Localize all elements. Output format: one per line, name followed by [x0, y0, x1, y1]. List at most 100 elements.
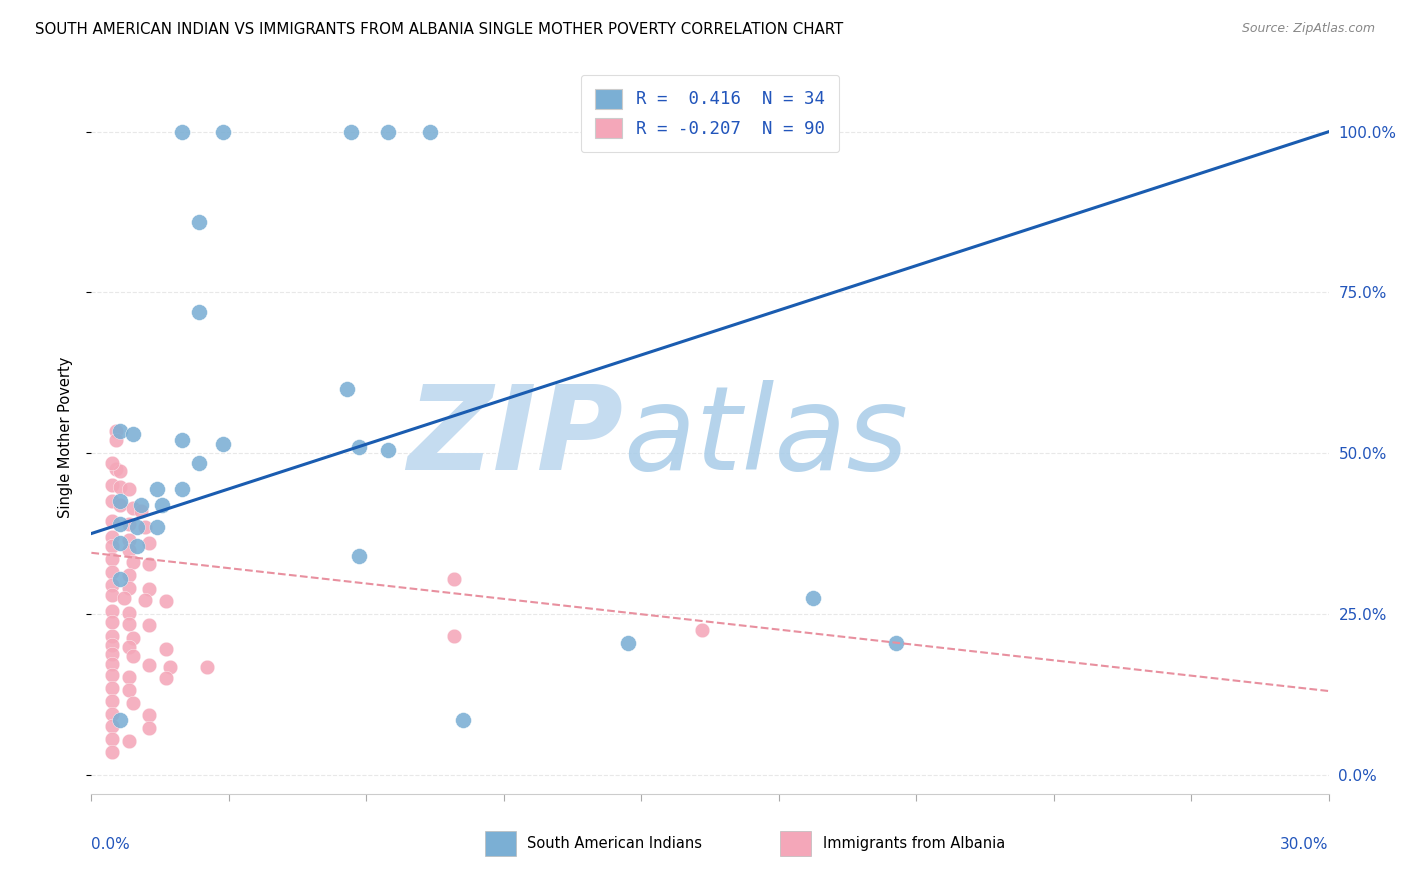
Point: [125, 520, 148, 534]
Point: [134, 592, 156, 607]
Point: [117, 734, 139, 748]
Point: [101, 732, 124, 747]
Point: [138, 618, 160, 632]
Point: [101, 638, 124, 652]
Point: [101, 647, 124, 661]
Point: [690, 623, 713, 637]
Point: [349, 440, 371, 454]
Point: [117, 581, 139, 595]
Point: [138, 557, 160, 571]
Point: [101, 657, 124, 671]
Point: [159, 659, 181, 673]
Point: [101, 540, 124, 554]
Point: [121, 426, 143, 441]
Point: [134, 520, 156, 534]
Point: [110, 536, 132, 550]
Point: [101, 693, 124, 707]
Point: [377, 125, 399, 139]
Point: [101, 456, 124, 470]
Point: [443, 572, 465, 586]
Point: [129, 504, 152, 518]
Point: [129, 498, 152, 512]
Point: [138, 708, 160, 723]
Point: [117, 682, 139, 697]
Point: [212, 436, 235, 450]
Point: [616, 636, 638, 650]
Point: [101, 578, 124, 592]
Point: [340, 125, 363, 139]
Point: [101, 745, 124, 759]
Point: [155, 594, 177, 608]
Point: [117, 616, 139, 631]
Point: [101, 478, 124, 492]
Point: [101, 719, 124, 733]
Point: [121, 500, 143, 515]
Text: atlas: atlas: [623, 380, 908, 494]
Point: [117, 516, 139, 531]
Text: SOUTH AMERICAN INDIAN VS IMMIGRANTS FROM ALBANIA SINGLE MOTHER POVERTY CORRELATI: SOUTH AMERICAN INDIAN VS IMMIGRANTS FROM…: [35, 22, 844, 37]
Point: [138, 536, 160, 550]
Point: [117, 482, 139, 496]
Point: [101, 494, 124, 508]
Point: [121, 556, 143, 570]
Point: [110, 494, 132, 508]
Point: [172, 434, 194, 448]
Point: [377, 442, 399, 457]
Point: [110, 424, 132, 438]
Text: 30.0%: 30.0%: [1281, 837, 1329, 852]
Point: [105, 424, 128, 438]
Text: ZIP: ZIP: [408, 380, 623, 494]
Point: [110, 498, 132, 512]
Y-axis label: Single Mother Poverty: Single Mother Poverty: [58, 357, 73, 517]
Text: Immigrants from Albania: Immigrants from Albania: [823, 837, 1005, 851]
Point: [101, 668, 124, 682]
Point: [187, 304, 209, 318]
Point: [884, 636, 907, 650]
Point: [117, 640, 139, 655]
Point: [101, 565, 124, 579]
Point: [117, 533, 139, 547]
Point: [105, 462, 128, 476]
Point: [117, 542, 139, 557]
Point: [172, 482, 194, 496]
Point: [110, 479, 132, 493]
Point: [336, 382, 359, 396]
Point: [110, 572, 132, 586]
Point: [801, 591, 824, 605]
Point: [451, 713, 474, 727]
Point: [146, 482, 169, 496]
Point: [117, 606, 139, 620]
Point: [121, 696, 143, 710]
Point: [155, 642, 177, 657]
Point: [187, 215, 209, 229]
Point: [125, 540, 148, 554]
Point: [187, 456, 209, 470]
Point: [101, 588, 124, 602]
Point: [138, 658, 160, 673]
Point: [101, 615, 124, 629]
Point: [443, 629, 465, 643]
Point: [349, 549, 371, 563]
Point: [101, 530, 124, 544]
Text: 0.0%: 0.0%: [91, 837, 131, 852]
Point: [101, 604, 124, 618]
Point: [419, 125, 441, 139]
Point: [172, 125, 194, 139]
Point: [110, 464, 132, 478]
Point: [212, 125, 235, 139]
Point: [117, 568, 139, 582]
Point: [110, 713, 132, 727]
Point: [150, 498, 173, 512]
Text: South American Indians: South American Indians: [527, 837, 702, 851]
Point: [121, 648, 143, 663]
Point: [101, 629, 124, 643]
Point: [155, 671, 177, 685]
Point: [101, 681, 124, 695]
Point: [146, 520, 169, 534]
Point: [195, 659, 218, 673]
Point: [105, 434, 128, 448]
Point: [121, 632, 143, 646]
Legend: R =  0.416  N = 34, R = -0.207  N = 90: R = 0.416 N = 34, R = -0.207 N = 90: [581, 75, 839, 153]
Point: [101, 514, 124, 528]
Point: [101, 552, 124, 566]
